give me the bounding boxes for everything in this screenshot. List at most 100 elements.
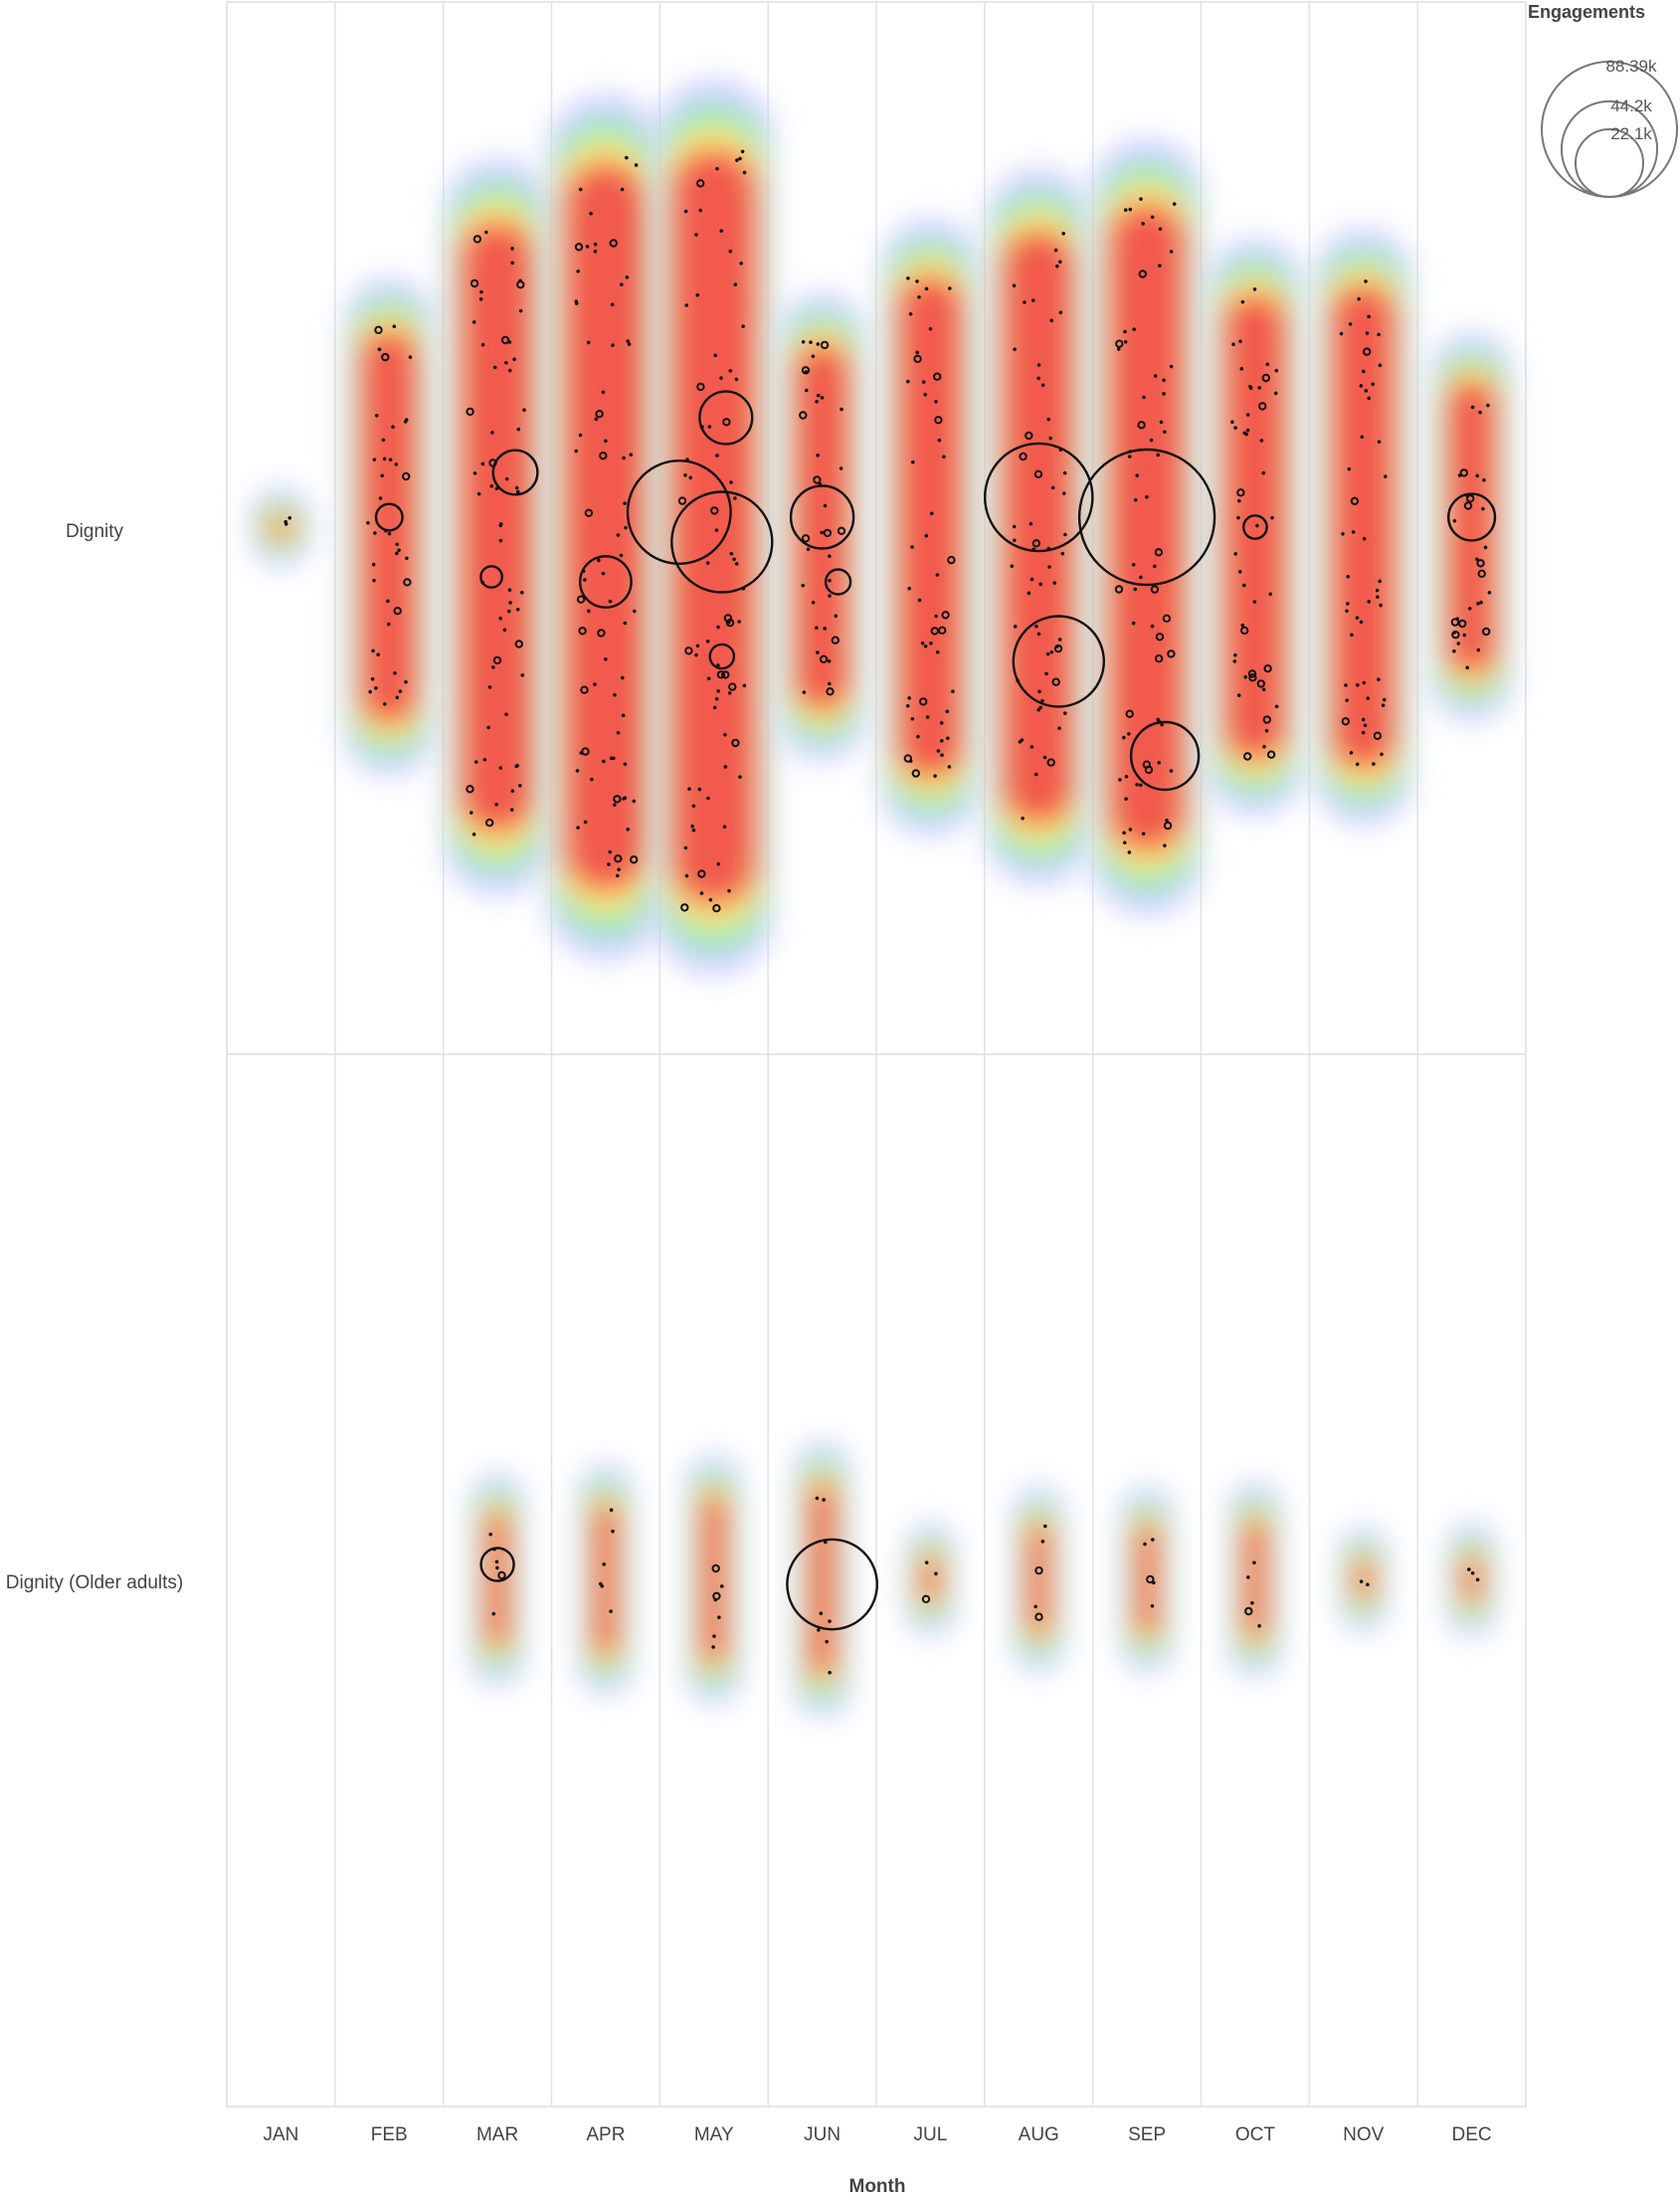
post-dot [938, 626, 947, 635]
post-dot [403, 420, 408, 424]
post-dot [515, 607, 520, 612]
post-dot [472, 235, 482, 244]
post-dot [1049, 318, 1054, 323]
post-dot [476, 491, 481, 496]
post-dot [1058, 310, 1063, 315]
post-dot [729, 480, 733, 484]
post-dot [1341, 717, 1351, 726]
post-dot [1061, 491, 1066, 495]
post-dot [1477, 569, 1486, 578]
post-dot [951, 689, 955, 694]
post-dot [593, 242, 598, 247]
post-dot [690, 824, 694, 828]
post-dot [1165, 819, 1169, 823]
bubble-aug [1012, 615, 1106, 708]
axes: Dignity Dignity (Older adults) JAN FEB MAR… [6, 521, 1492, 2197]
post-dot [478, 296, 483, 301]
post-dot [698, 208, 703, 213]
post-dot [947, 555, 956, 565]
post-dot [1345, 698, 1349, 703]
post-dot [1046, 417, 1051, 422]
post-dot [1025, 431, 1033, 441]
post-dot [817, 1628, 821, 1632]
small-points-layer [283, 149, 1492, 1675]
post-dot [1023, 300, 1027, 304]
bubble-apr [579, 555, 633, 609]
post-dot [737, 620, 741, 624]
post-dot [405, 556, 409, 561]
post-dot [1133, 497, 1138, 502]
post-dot [729, 551, 734, 556]
post-dot [1057, 638, 1062, 642]
post-dot [677, 496, 687, 505]
post-dot [1152, 1580, 1156, 1585]
post-dot [695, 643, 700, 648]
post-dot [923, 643, 928, 648]
post-dot [1040, 383, 1045, 388]
post-dot [1367, 600, 1372, 604]
post-dot [837, 526, 846, 535]
post-dot [1038, 582, 1043, 587]
post-dot [739, 261, 744, 266]
post-dot [691, 827, 696, 832]
post-dot [936, 749, 941, 753]
bubble-jun [786, 1538, 878, 1631]
post-dot [1233, 552, 1238, 556]
post-dot [712, 705, 717, 710]
density-blob-dec [1430, 333, 1514, 721]
post-dot [1357, 296, 1361, 301]
post-dot [1123, 208, 1128, 212]
post-dot [586, 609, 591, 614]
post-dot [1355, 682, 1360, 687]
post-dot [1115, 339, 1124, 348]
post-dot [518, 278, 522, 283]
post-dot [801, 534, 811, 543]
post-dot [613, 803, 617, 808]
post-dot [1139, 575, 1143, 580]
x-tick-feb: FEB [371, 2124, 408, 2145]
post-dot [1124, 797, 1128, 802]
post-dot [742, 170, 747, 175]
density-blob-sep [1091, 139, 1203, 915]
density-band [808, 1481, 837, 1678]
post-dot [1150, 215, 1155, 220]
post-dot [374, 413, 379, 418]
post-dot [1236, 488, 1245, 497]
post-dot [1465, 665, 1470, 670]
post-dot [1033, 1604, 1038, 1609]
post-dot [799, 411, 808, 420]
post-dot [491, 1611, 496, 1616]
post-dot [466, 785, 474, 794]
post-dot [696, 382, 705, 392]
post-dot [1012, 283, 1017, 288]
post-dot [1257, 386, 1262, 390]
post-dot [827, 658, 832, 663]
post-dot [906, 276, 910, 280]
post-dot [1131, 562, 1136, 567]
post-dot [940, 753, 944, 758]
post-dot [1152, 564, 1157, 569]
bubble-may [708, 643, 736, 670]
post-dot [581, 747, 590, 756]
post-dot [1365, 331, 1370, 335]
density-band [459, 219, 536, 835]
post-dot [494, 803, 498, 807]
bubble-mar [479, 565, 503, 589]
bubble-oct [1242, 514, 1268, 540]
post-dot [372, 578, 376, 583]
post-dot [634, 163, 639, 167]
x-tick-jun: JUN [804, 2124, 840, 2145]
post-dot [920, 641, 925, 645]
post-dot [597, 558, 601, 563]
legend-size-label: 22.1k [1610, 124, 1652, 143]
post-dot [716, 625, 720, 630]
post-dot [706, 676, 711, 681]
post-dot [828, 578, 832, 583]
post-dot [723, 732, 727, 737]
post-dot [1470, 405, 1475, 410]
post-dot [1268, 592, 1273, 597]
post-dot [827, 681, 832, 686]
post-dot [404, 679, 408, 684]
post-dot [609, 1508, 614, 1513]
